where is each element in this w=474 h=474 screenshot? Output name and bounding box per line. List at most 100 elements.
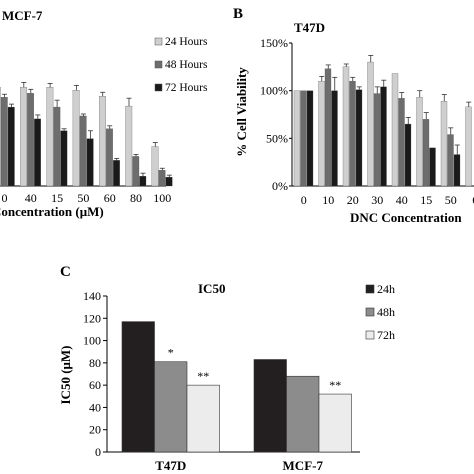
panel-b-y-tick: 50% [266, 131, 288, 145]
panel-a-bar [86, 138, 94, 187]
panel-c-bars: ***** [121, 321, 352, 453]
panel-a-bar [34, 118, 41, 187]
panel-c-title: IC50 [198, 281, 225, 296]
panel-a-bar [27, 93, 34, 187]
panel-b-bar [331, 90, 338, 187]
panel-a-x-tick: 40 [25, 191, 37, 205]
panel-a-x-tick: 50 [77, 191, 89, 205]
panel-a-bar [125, 105, 133, 187]
panel-c-significance-marker: * [168, 346, 174, 360]
panel-b-y-ticks: 0% 50% 100% 150% [260, 36, 292, 193]
panel-a-bar [60, 130, 68, 187]
panel-b-bar [300, 90, 307, 187]
panel-b: B T47D 0% 50% 100% 150% 0 10 20 30 40 15 50 6 % Ce… [233, 6, 474, 225]
panel-b-y-tick: 150% [260, 36, 288, 50]
panel-c-letter: C [60, 264, 71, 280]
panel-b-bar [373, 93, 381, 187]
panel-c-significance-marker: ** [197, 369, 209, 383]
panel-a-bar [20, 87, 27, 187]
panel-a-bar [139, 175, 147, 187]
panel-a-bar [0, 87, 1, 187]
panel-a-legend: 24 Hours 48 Hours 72 Hours [154, 36, 208, 94]
panel-b-bar [367, 61, 374, 187]
panel-a-legend-label: 72 Hours [165, 82, 208, 94]
panel-c-y-tick: 20 [89, 423, 101, 437]
panel-b-x-tick: 30 [371, 193, 383, 207]
panel-a: MCF-7 0 40 15 50 60 80 100 Concentration (μM) … [0, 8, 208, 219]
panel-c-y-tick: 40 [89, 400, 101, 414]
panel-a-legend-label: 48 Hours [165, 59, 208, 71]
panel-a-x-tick: 15 [51, 191, 63, 205]
panel-b-x-tick: 10 [322, 193, 334, 207]
panel-c-y-tick: 80 [89, 356, 101, 370]
panel-a-bar [132, 156, 140, 187]
panel-c-legend-swatch [365, 307, 375, 317]
panel-b-bar [422, 119, 430, 187]
panel-a-bar [53, 106, 61, 187]
panel-a-legend-swatch [154, 83, 163, 92]
panel-c-y-tick: 60 [89, 378, 101, 392]
panel-b-x-tick: 40 [396, 193, 408, 207]
panel-a-bar [99, 96, 106, 187]
panel-a-bar [106, 128, 113, 187]
panel-c-x-tick: T47D [155, 458, 186, 473]
panel-a-bar [158, 170, 166, 187]
panel-c-legend-label: 72h [377, 328, 395, 342]
panel-a-x-label: Concentration (μM) [0, 204, 104, 219]
panel-a-bar [79, 115, 87, 187]
panel-c-legend-swatch [365, 330, 375, 340]
panel-b-x-tick: 0 [301, 193, 307, 207]
panel-c-legend: 24h 48h 72h [365, 282, 395, 342]
panel-c-y-label: IC50 (μM) [58, 346, 73, 405]
panel-b-x-ticks: 0 10 20 30 40 15 50 6 [301, 193, 474, 207]
panel-c-bar [318, 393, 352, 453]
panel-b-bar [416, 97, 423, 187]
panel-b-x-label: DNC Concentration [350, 210, 462, 225]
panel-b-bar [398, 98, 405, 187]
panel-c-bar [186, 384, 220, 453]
panel-c-legend-swatch [365, 284, 375, 294]
panel-c-y-tick: 140 [83, 289, 101, 303]
panel-b-y-tick: 100% [260, 84, 288, 98]
panel-c-bar [286, 375, 320, 453]
panel-b-bar [391, 73, 399, 187]
panel-b-bar [293, 90, 301, 187]
panel-a-bar [113, 160, 120, 187]
panel-b-bar [342, 66, 350, 187]
panel-a-bar [165, 176, 173, 187]
panel-c-x-ticks: T47D MCF-7 [155, 458, 323, 473]
panel-c-x-tick: MCF-7 [283, 458, 324, 473]
panel-c-y-ticks: 0 20 40 60 80 100 120 140 [83, 289, 107, 459]
panel-b-bars [293, 54, 472, 187]
panel-b-bar [447, 134, 454, 187]
panel-a-bar [151, 146, 159, 187]
panel-c-legend-label: 48h [377, 305, 395, 319]
panel-b-bar [355, 89, 363, 187]
panel-a-bar [0, 97, 8, 187]
panel-c-bar [253, 359, 287, 453]
panel-b-bar [349, 80, 356, 187]
panel-b-bar [380, 86, 387, 187]
panel-b-bar [453, 154, 461, 187]
panel-b-bar [440, 101, 448, 187]
panel-a-x-tick: 100 [153, 191, 171, 205]
panel-a-title: MCF-7 [2, 8, 43, 23]
panel-a-legend-swatch [154, 60, 163, 69]
panel-a-x-tick: 80 [130, 191, 142, 205]
panel-a-legend-label: 24 Hours [165, 36, 208, 48]
panel-b-x-tick: 6 [472, 193, 474, 207]
panel-b-bar [318, 80, 325, 187]
panel-b-bar [429, 147, 436, 187]
panel-a-bars [0, 82, 173, 187]
panel-b-bar [465, 106, 472, 187]
panel-b-title: T47D [294, 20, 325, 35]
panel-c-y-tick: 100 [83, 334, 101, 348]
panel-b-y-tick: 0% [272, 179, 288, 193]
panel-a-x-tick: 0 [2, 191, 8, 205]
panel-a-bar [7, 106, 15, 187]
panel-c-y-tick: 0 [95, 445, 101, 459]
panel-b-x-tick: 15 [420, 193, 432, 207]
